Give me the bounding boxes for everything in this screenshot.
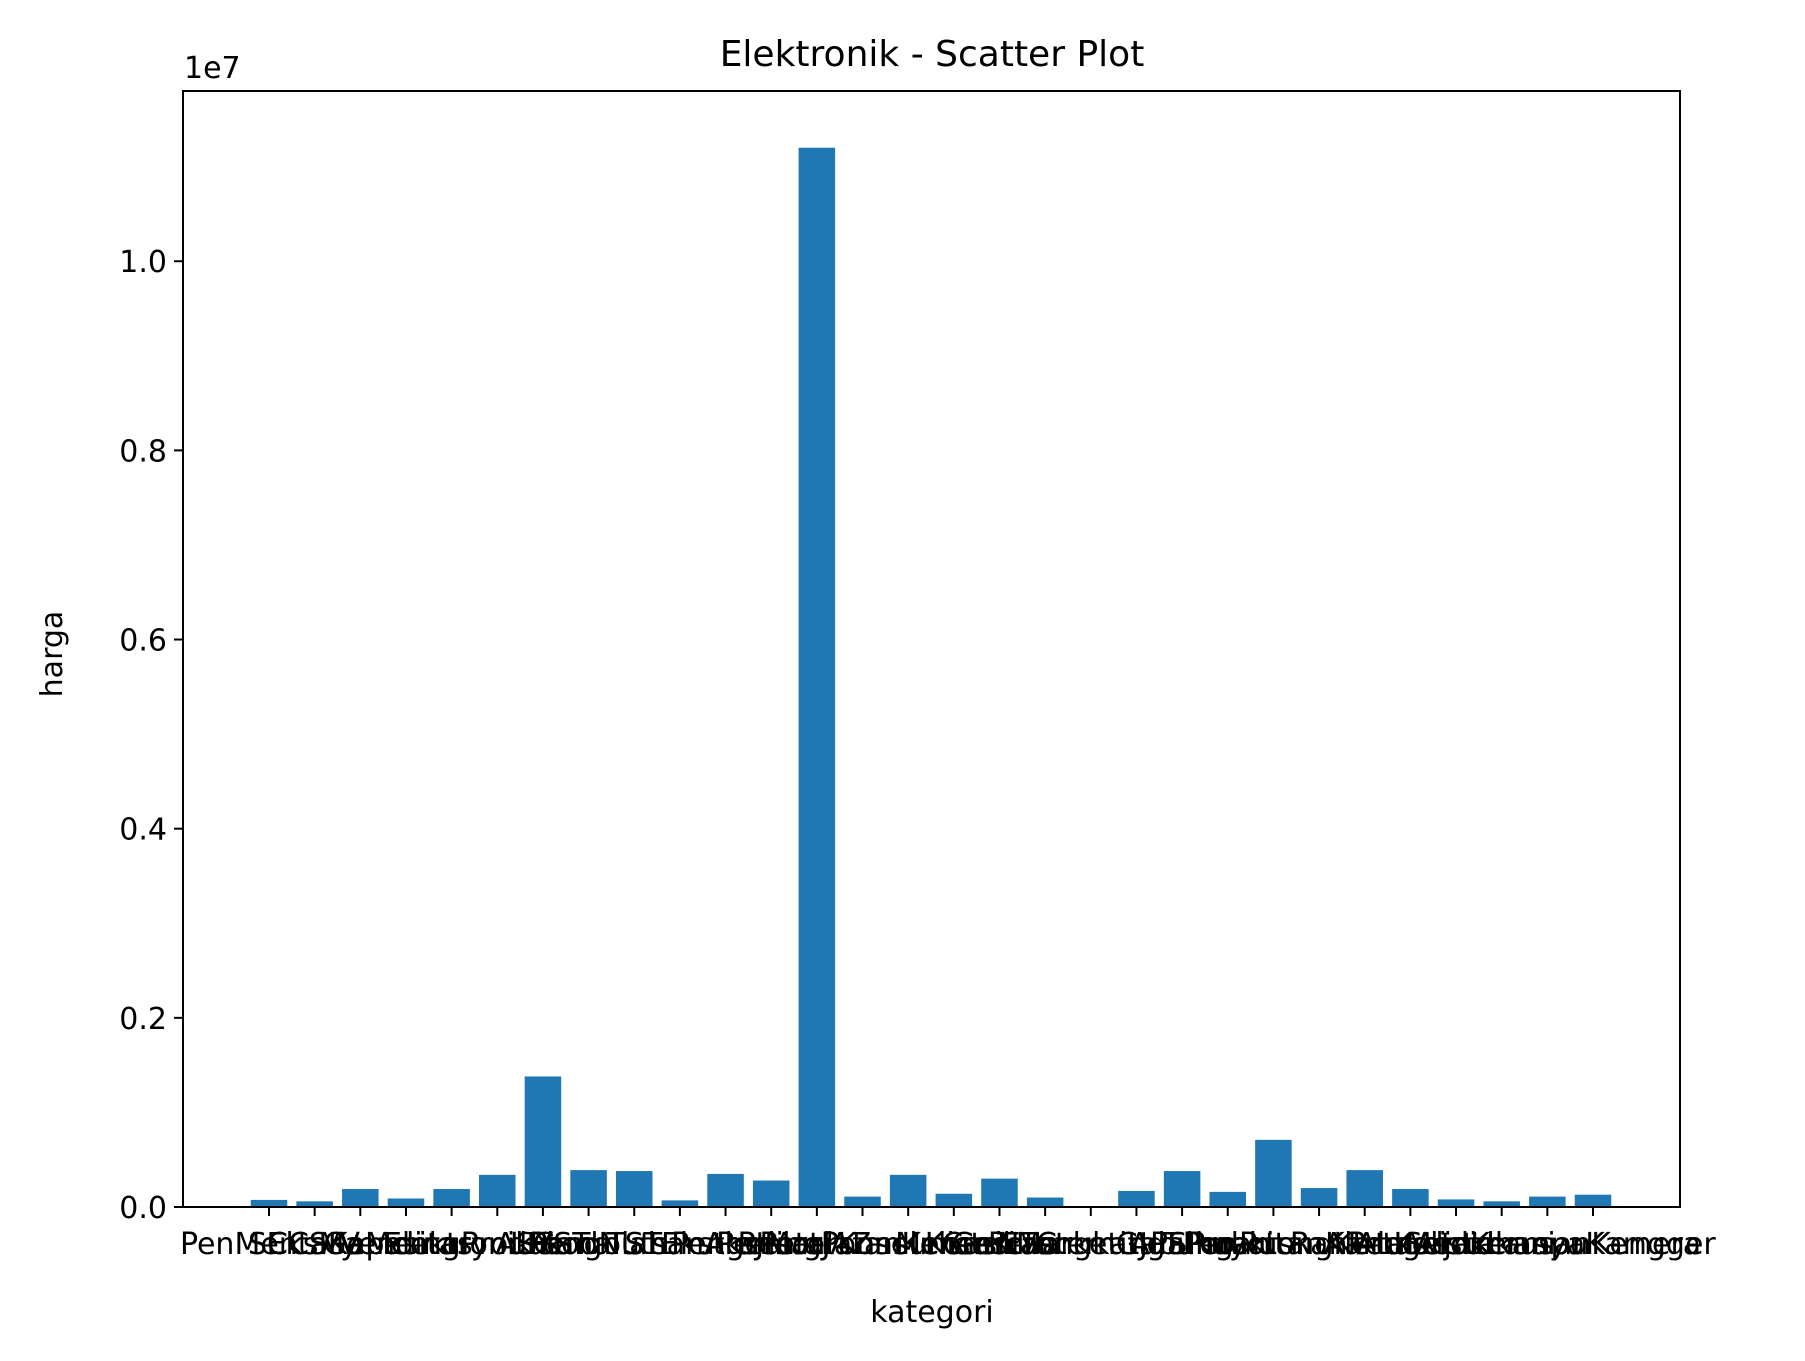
bar xyxy=(1026,1197,1064,1207)
x-tick-label: LFoodNuts xyxy=(510,1227,668,1262)
bar xyxy=(1437,1199,1475,1207)
bar xyxy=(1118,1190,1155,1207)
x-tick-label: ASYST xyxy=(495,1227,591,1262)
x-tick-label: KelistrikanyaKamera xyxy=(1393,1227,1701,1262)
x-tick-label: KerusanKengger xyxy=(1470,1227,1716,1262)
bar xyxy=(1300,1188,1338,1207)
x-tick-label: ElektronikGana xyxy=(383,1227,612,1262)
bar xyxy=(1255,1139,1292,1207)
bar xyxy=(889,1174,927,1207)
bar xyxy=(844,1196,881,1207)
x-tick-label: CasNTC xyxy=(942,1227,1057,1262)
bar xyxy=(1346,1170,1383,1207)
bar xyxy=(1392,1189,1429,1207)
y-tick-label: 0.0 xyxy=(119,1191,167,1226)
y-ticks-group: 0.0 0.2 0.4 0.6 0.8 1.0 xyxy=(119,245,183,1226)
x-tick-label: PenMentary xyxy=(180,1227,358,1262)
bar xyxy=(250,1199,288,1207)
bar xyxy=(387,1198,425,1207)
bar xyxy=(1209,1191,1247,1207)
bar xyxy=(1163,1171,1201,1207)
bar xyxy=(342,1189,379,1207)
bar xyxy=(798,147,836,1207)
x-tick-label: PeralatanKelistrikan xyxy=(759,1227,1057,1262)
x-tick-label: TukulRus xyxy=(1161,1227,1293,1262)
x-tick-label: PrinterKonsumer xyxy=(738,1227,989,1262)
x-tick-label: PeralatPonsel xyxy=(716,1227,918,1262)
bar xyxy=(479,1174,516,1207)
bar xyxy=(661,1200,699,1207)
bar xyxy=(1483,1201,1520,1207)
bar xyxy=(752,1180,790,1207)
x-tick-label: AlaSetrumasi xyxy=(1356,1227,1555,1262)
x-axis-title: kategori xyxy=(870,1295,994,1330)
y-tick-label: 1.0 xyxy=(119,245,167,280)
x-tick-label: KartuMedia xyxy=(1325,1227,1496,1262)
x-tick-label: VendingProduk xyxy=(340,1227,565,1262)
y-tick-label: 0.2 xyxy=(119,1002,167,1037)
x-tick-label: AljazLampu xyxy=(1415,1227,1589,1262)
bar xyxy=(1574,1194,1612,1207)
x-tick-label: APSPro xyxy=(1129,1227,1234,1262)
bar xyxy=(570,1170,607,1207)
x-tick-label: MerGen xyxy=(895,1227,1012,1262)
y-tick-label: 0.6 xyxy=(119,624,167,659)
chart-title: Elektronik - Scatter Plot xyxy=(720,34,1145,75)
x-tick-label: RanPenge xyxy=(1290,1227,1440,1262)
x-tick-label: nyotongKertas xyxy=(1210,1227,1428,1262)
bar xyxy=(981,1178,1018,1207)
x-tick-label: PengeringJAZ xyxy=(671,1227,871,1262)
x-tick-label: KorasiMarketing xyxy=(925,1227,1166,1262)
x-tick-label: SCCSKapasitas xyxy=(248,1227,473,1262)
y-scale-note: 1e7 xyxy=(184,51,241,86)
x-tick-label: GeMentary xyxy=(323,1227,488,1262)
y-tick-label: 0.8 xyxy=(119,434,167,469)
x-tick-label: EksMa xyxy=(267,1227,363,1262)
x-tick-label: PerakitanAlt xyxy=(1183,1227,1365,1262)
x-tick-label: PerangkatJual xyxy=(988,1227,1194,1262)
plot-frame xyxy=(182,90,1681,1208)
x-ticks-group xyxy=(268,1207,1594,1216)
bar xyxy=(524,1076,562,1207)
y-axis-title: harga xyxy=(35,611,70,698)
x-tick-label: EasternGabungan xyxy=(1002,1227,1271,1262)
bar xyxy=(935,1193,973,1207)
x-tick-labels-group: PenMentaryEksMaSCCSKapasitasGeMentaryVen… xyxy=(180,1227,1716,1262)
bar xyxy=(707,1173,744,1207)
bar xyxy=(1529,1196,1566,1207)
bar xyxy=(296,1201,333,1207)
x-tick-label: TST xyxy=(605,1227,662,1262)
bar xyxy=(615,1171,653,1207)
x-tick-label: EkstraJM xyxy=(661,1227,790,1262)
y-tick-label: 0.4 xyxy=(119,813,167,848)
bar xyxy=(433,1189,470,1207)
bars-group xyxy=(250,147,1612,1207)
x-tick-label: PengolahanAksesori xyxy=(529,1227,831,1262)
